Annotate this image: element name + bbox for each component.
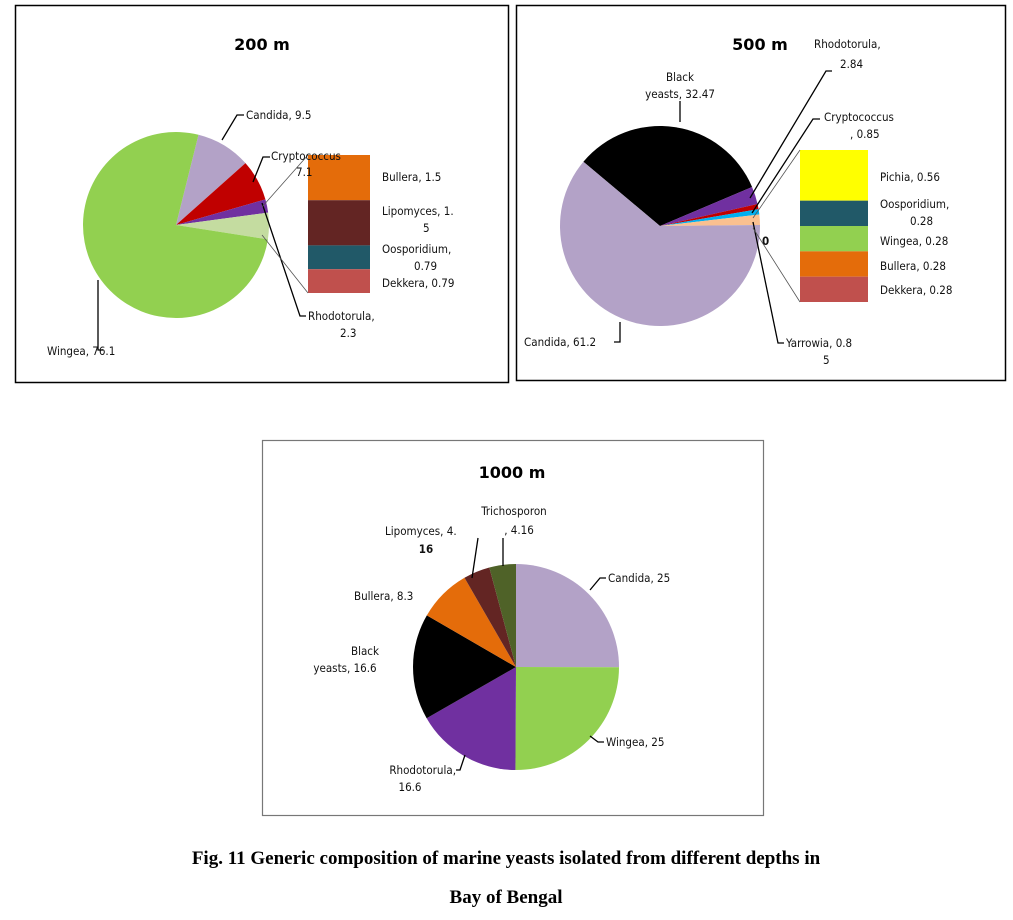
label-trichosporon-value: , 4.16: [504, 523, 534, 537]
chart-500m: [560, 126, 868, 327]
label-oosporidium-value: 0.79: [414, 259, 437, 273]
pie-slice-rhodotorula: [426, 667, 516, 770]
bar-segment-oosporidium: [800, 200, 868, 226]
pie-slice-rhodotorula: [660, 186, 758, 226]
label-lipomyces-value: 16: [419, 542, 433, 556]
pie-slice-lipomyces: [464, 567, 516, 667]
label-dekkera: Dekkera, 0.79: [382, 276, 454, 290]
figure-caption-line1: Fig. 11 Generic composition of marine ye…: [192, 848, 821, 869]
figure-caption-line2: Bay of Bengal: [450, 887, 563, 908]
label-candida: Candida, 25: [608, 571, 670, 585]
pie-slice-black-yeasts: [413, 615, 516, 719]
labels-500m: Black yeasts, 32.47 Rhodotorula, 2.84 Cr…: [524, 37, 952, 367]
bar-segment-pichia: [800, 150, 868, 201]
label-rhodotorula-value: 16.6: [398, 780, 421, 794]
pie-slice-yarrowia: [660, 209, 760, 226]
bar-segment-wingea: [800, 226, 868, 252]
pie-slice-other: [660, 214, 760, 226]
pie-slice-cryptococcus: [660, 203, 759, 226]
pie-slice-trichosporon: [489, 564, 516, 667]
label-cryptococcus: Cryptococcus: [824, 110, 894, 124]
label-wingea: Wingea, 76.1: [47, 344, 115, 358]
label-black-yeasts-value: yeasts, 16.6: [313, 661, 376, 675]
label-yarrowia: Yarrowia, 0.8: [785, 336, 852, 350]
label-black-yeasts: Black: [351, 644, 379, 658]
pie-slice-bullera: [426, 577, 516, 667]
leader-lines: [97, 70, 832, 771]
pie-slice-cryptococcus: [176, 163, 266, 225]
label-dekkera: Dekkera, 0.28: [880, 283, 952, 297]
labels-1000m: Candida, 25 Wingea, 25 Rhodotorula, 16.6…: [313, 504, 670, 794]
bar-segment-bullera: [308, 155, 370, 201]
label-black-yeasts: Black: [666, 70, 694, 84]
label-cryptococcus-value: 7.1: [296, 165, 312, 179]
label-other: 0: [762, 234, 769, 248]
label-bullera: Bullera, 8.3: [354, 589, 413, 603]
pie-slice-wingea: [515, 667, 619, 771]
bar-segment-bullera: [800, 251, 868, 277]
pie-slice-wingea: [83, 132, 268, 318]
label-lipomyces-value: 5: [423, 221, 430, 235]
label-lipomyces: Lipomyces, 1.: [382, 204, 454, 218]
label-yarrowia-value: 5: [823, 353, 830, 367]
label-cryptococcus-value: , 0.85: [850, 127, 880, 141]
label-bullera: Bullera, 1.5: [382, 170, 441, 184]
chart-title-200m: 200 m: [234, 35, 290, 54]
chart-title-1000m: 1000 m: [479, 463, 546, 482]
label-trichosporon: Trichosporon: [480, 504, 547, 518]
label-black-yeasts-value: yeasts, 32.47: [645, 87, 715, 101]
pie-slice-candida: [560, 161, 760, 327]
label-rhodotorula-value: 2.84: [840, 57, 863, 71]
labels-200m: Candida, 9.5 Cryptococcus 7.1 Rhodotorul…: [47, 108, 454, 358]
label-oosporidium-value: 0.28: [910, 214, 933, 228]
chart-title-500m: 500 m: [732, 35, 788, 54]
label-cryptococcus: Cryptococcus: [271, 149, 341, 163]
bar-segment-dekkera: [800, 276, 868, 302]
label-rhodotorula: Rhodotorula,: [308, 309, 375, 323]
label-lipomyces: Lipomyces, 4.: [385, 524, 457, 538]
chart-1000m: [413, 564, 619, 771]
label-oosporidium: Oosporidium,: [382, 242, 451, 256]
chart-200m: [83, 132, 370, 318]
pie-slice-other: [176, 212, 269, 240]
bar-segment-dekkera: [308, 269, 370, 293]
label-wingea: Wingea, 25: [606, 735, 664, 749]
label-bullera: Bullera, 0.28: [880, 259, 946, 273]
bar-segment-lipomyces: [308, 200, 370, 246]
pie-slice-candida: [176, 134, 246, 225]
label-pichia: Pichia, 0.56: [880, 170, 940, 184]
bar-segment-oosporidium: [308, 245, 370, 270]
pie-slice-black-yeasts: [583, 126, 753, 226]
label-oosporidium: Oosporidium,: [880, 197, 949, 211]
label-rhodotorula-value: 2.3: [340, 326, 356, 340]
label-wingea: Wingea, 0.28: [880, 234, 948, 248]
label-candida: Candida, 9.5: [246, 108, 312, 122]
label-candida: Candida, 61.2: [524, 335, 596, 349]
pie-slice-rhodotorula: [176, 199, 269, 225]
label-rhodotorula: Rhodotorula,: [814, 37, 881, 51]
label-rhodotorula: Rhodotorula,: [389, 763, 456, 777]
pie-slice-candida: [516, 564, 619, 668]
